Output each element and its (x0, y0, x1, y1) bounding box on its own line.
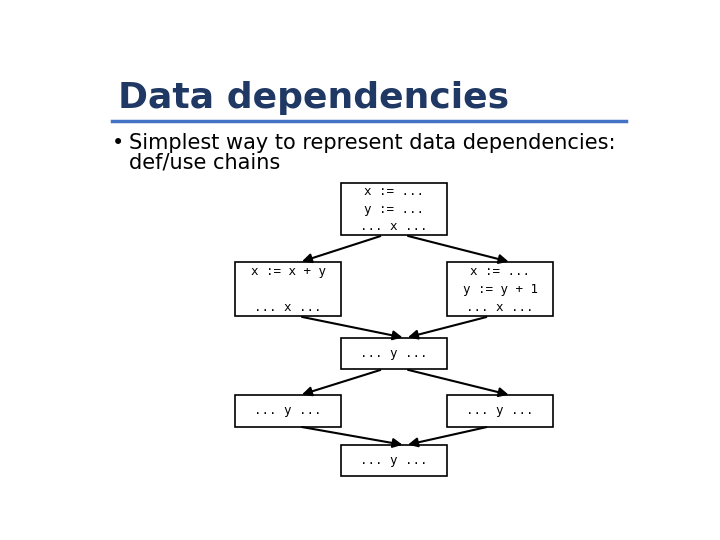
Text: x := x + y: x := x + y (251, 265, 325, 278)
Text: ... x ...: ... x ... (467, 301, 534, 314)
Bar (341, 338, 447, 369)
Text: Data dependencies: Data dependencies (118, 82, 509, 116)
Text: ... x ...: ... x ... (361, 220, 428, 233)
Text: ... y ...: ... y ... (361, 454, 428, 467)
Bar (341, 446, 447, 476)
Text: Simplest way to represent data dependencies:: Simplest way to represent data dependenc… (129, 133, 616, 153)
Bar (447, 262, 553, 316)
Text: ... y ...: ... y ... (254, 404, 322, 417)
Text: ... y ...: ... y ... (467, 404, 534, 417)
Bar (341, 183, 447, 235)
Bar (447, 395, 553, 427)
Text: def/use chains: def/use chains (129, 152, 280, 172)
Bar (235, 395, 341, 427)
Text: y := ...: y := ... (364, 203, 424, 216)
Text: •: • (112, 133, 125, 153)
Text: ... x ...: ... x ... (254, 301, 322, 314)
Bar (235, 262, 341, 316)
Text: x := ...: x := ... (470, 265, 530, 278)
Text: ... y ...: ... y ... (361, 347, 428, 360)
Text: x := ...: x := ... (364, 185, 424, 199)
Text: y := y + 1: y := y + 1 (463, 283, 538, 296)
